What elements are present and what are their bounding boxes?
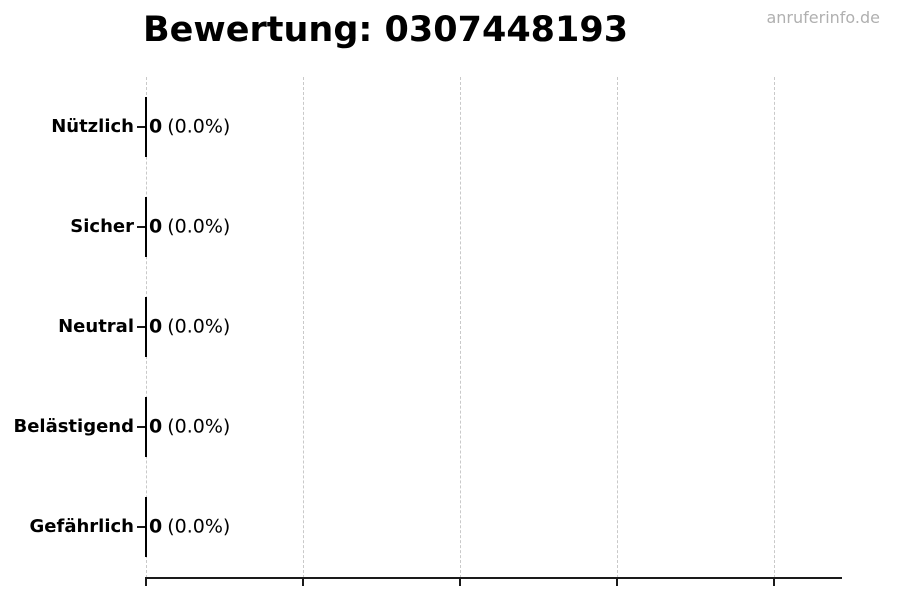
y-axis-tick (137, 426, 146, 428)
category-label-belaestigend: Belästigend (13, 416, 134, 437)
value-label-neutral: 0 (0.0%) (149, 315, 231, 338)
zero-bar-nuetzlich (145, 97, 147, 157)
value-count: 0 (149, 515, 163, 538)
chart-title: Bewertung: 0307448193 (143, 10, 629, 50)
zero-bar-gefaehrlich (145, 497, 147, 557)
y-axis-tick (137, 226, 146, 228)
x-axis-tick (145, 579, 147, 586)
value-label-belaestigend: 0 (0.0%) (149, 415, 231, 438)
value-percent: (0.0%) (167, 515, 231, 538)
zero-bar-belaestigend (145, 397, 147, 457)
value-count: 0 (149, 315, 163, 338)
watermark-text: anruferinfo.de (766, 8, 880, 27)
value-percent: (0.0%) (167, 215, 231, 238)
category-label-sicher: Sicher (70, 216, 134, 237)
category-label-gefaehrlich: Gefährlich (29, 516, 134, 537)
x-axis-line (145, 577, 842, 579)
category-label-neutral: Neutral (58, 316, 134, 337)
value-label-gefaehrlich: 0 (0.0%) (149, 515, 231, 538)
value-label-nuetzlich: 0 (0.0%) (149, 115, 231, 138)
gridline (460, 77, 461, 578)
value-count: 0 (149, 215, 163, 238)
gridline (774, 77, 775, 578)
value-percent: (0.0%) (167, 115, 231, 138)
category-label-nuetzlich: Nützlich (51, 116, 134, 137)
value-count: 0 (149, 115, 163, 138)
x-axis-tick (302, 579, 304, 586)
value-percent: (0.0%) (167, 415, 231, 438)
x-axis-tick (773, 579, 775, 586)
value-count: 0 (149, 415, 163, 438)
value-label-sicher: 0 (0.0%) (149, 215, 231, 238)
y-axis-tick (137, 326, 146, 328)
y-axis-tick (137, 526, 146, 528)
gridline (617, 77, 618, 578)
x-axis-tick (459, 579, 461, 586)
zero-bar-neutral (145, 297, 147, 357)
zero-bar-sicher (145, 197, 147, 257)
y-axis-tick (137, 126, 146, 128)
value-percent: (0.0%) (167, 315, 231, 338)
gridline (303, 77, 304, 578)
x-axis-tick (616, 579, 618, 586)
